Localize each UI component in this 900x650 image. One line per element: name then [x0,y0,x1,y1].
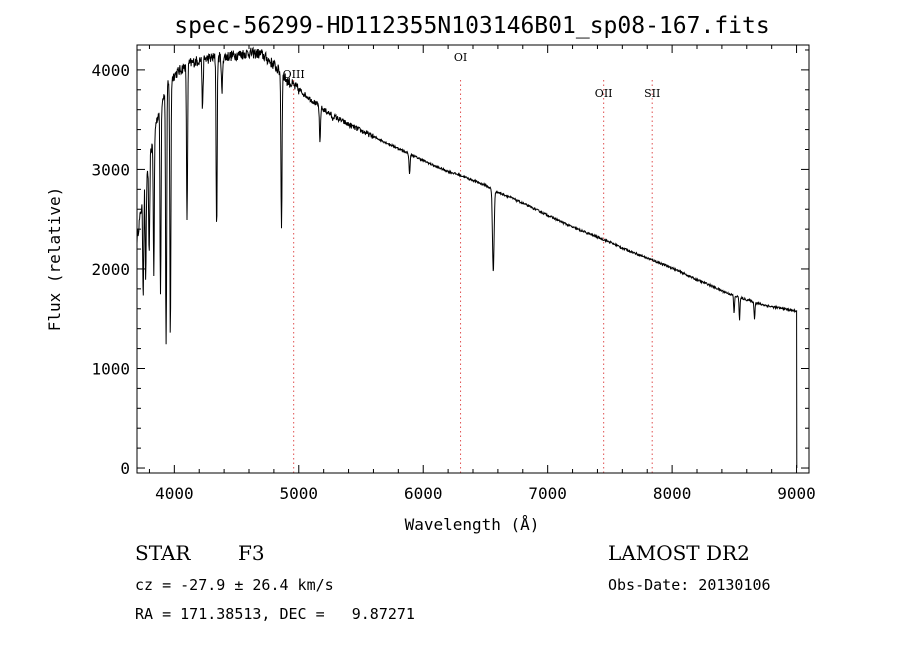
y-tick-label: 1000 [91,359,130,378]
x-tick-label: 5000 [280,484,319,503]
y-tick-label: 2000 [91,260,130,279]
x-axis: 4000 5000 6000 7000 8000 9000 [148,45,816,503]
y-tick-label: 0 [120,459,130,478]
survey-name: LAMOST DR2 [608,541,750,565]
x-axis-label: Wavelength (Å) [405,515,540,534]
x-tick-label: 9000 [777,484,816,503]
x-tick-label: 7000 [528,484,567,503]
y-axis: 0 1000 2000 3000 4000 [91,49,809,478]
redshift-text: cz = -27.9 ± 26.4 km/s [135,576,334,594]
y-axis-label: Flux (relative) [45,187,64,332]
y-tick-label: 3000 [91,160,130,179]
obs-date-text: Obs-Date: 20130106 [608,576,771,594]
chart-title: spec-56299-HD112355N103146B01_sp08-167.f… [174,13,769,39]
line-marker-label: OIII [283,68,305,81]
plot-area: OIII OI OII SII [136,46,798,473]
object-class: STAR [135,541,191,565]
x-tick-label: 6000 [404,484,443,503]
x-tick-label: 8000 [653,484,692,503]
coordinates-text: RA = 171.38513, DEC = 9.87271 [135,605,415,623]
y-tick-label: 4000 [91,61,130,80]
spectrum-line [136,46,798,469]
line-marker-label: OII [595,87,613,100]
x-tick-label: 4000 [155,484,194,503]
spectrum-chart: spec-56299-HD112355N103146B01_sp08-167.f… [45,13,816,534]
line-marker-label: OI [454,51,467,64]
line-marker-label: SII [644,87,660,100]
object-subclass: F3 [238,541,265,565]
plot-frame [136,44,810,474]
